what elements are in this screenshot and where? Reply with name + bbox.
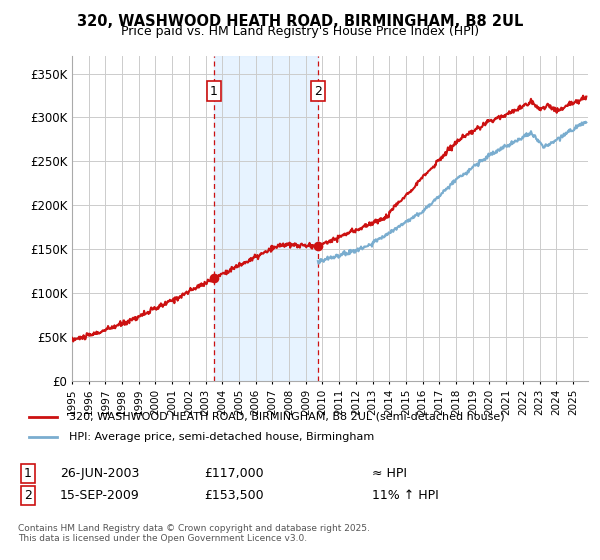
Text: ≈ HPI: ≈ HPI — [372, 466, 407, 480]
Bar — [214, 56, 317, 381]
Text: Contains HM Land Registry data © Crown copyright and database right 2025.
This d: Contains HM Land Registry data © Crown c… — [18, 524, 370, 543]
Text: £117,000: £117,000 — [204, 466, 263, 480]
Text: 15-SEP-2009: 15-SEP-2009 — [60, 489, 140, 502]
Text: 320, WASHWOOD HEATH ROAD, BIRMINGHAM, B8 2UL (semi-detached house): 320, WASHWOOD HEATH ROAD, BIRMINGHAM, B8… — [69, 412, 505, 422]
Text: 11% ↑ HPI: 11% ↑ HPI — [372, 489, 439, 502]
Text: 320, WASHWOOD HEATH ROAD, BIRMINGHAM, B8 2UL: 320, WASHWOOD HEATH ROAD, BIRMINGHAM, B8… — [77, 14, 523, 29]
Text: 1: 1 — [209, 85, 218, 97]
Text: 2: 2 — [314, 85, 322, 97]
Text: £153,500: £153,500 — [204, 489, 263, 502]
Text: Price paid vs. HM Land Registry's House Price Index (HPI): Price paid vs. HM Land Registry's House … — [121, 25, 479, 38]
Text: HPI: Average price, semi-detached house, Birmingham: HPI: Average price, semi-detached house,… — [69, 432, 374, 442]
Text: 1: 1 — [24, 466, 32, 480]
Text: 26-JUN-2003: 26-JUN-2003 — [60, 466, 139, 480]
Text: 2: 2 — [24, 489, 32, 502]
